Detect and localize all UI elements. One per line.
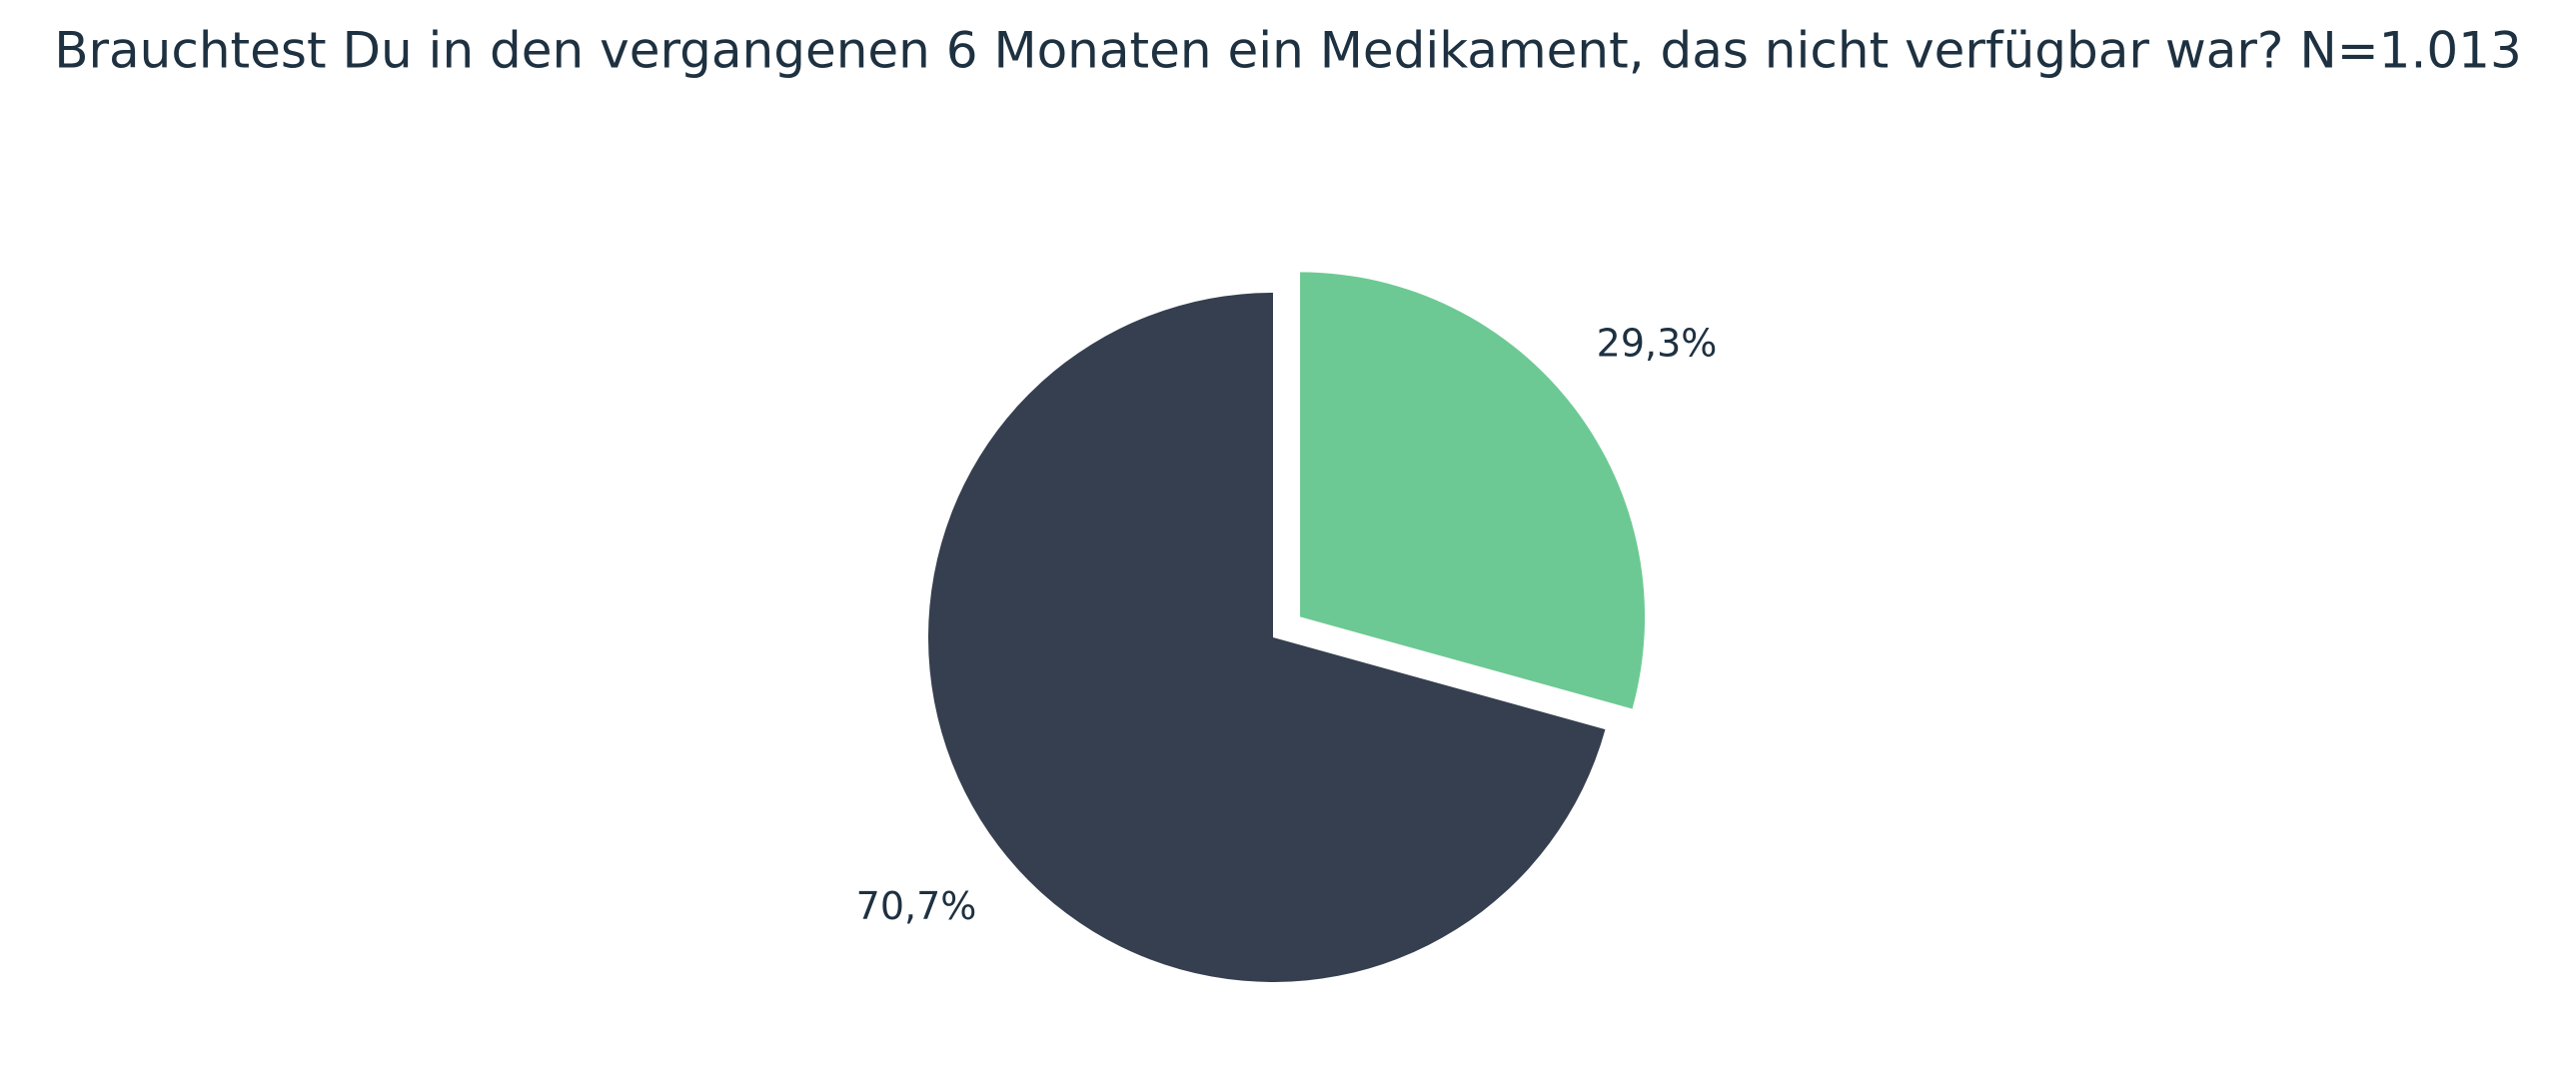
value-label: 70,7%: [856, 884, 977, 928]
chart-title: Brauchtest Du in den vergangenen 6 Monat…: [54, 22, 2522, 80]
value-label: 29,3%: [1597, 321, 1718, 365]
pie-slice: [928, 293, 1606, 982]
pie-slice: [1300, 272, 1646, 709]
